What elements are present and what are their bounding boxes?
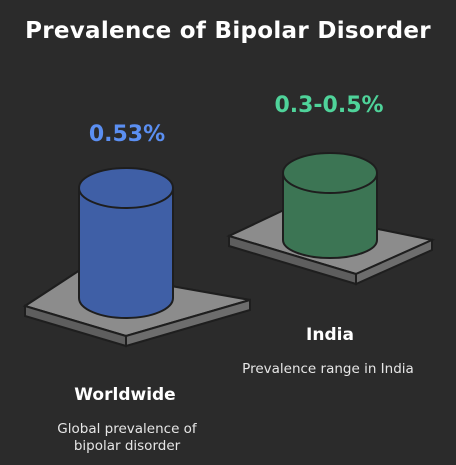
india-label: India <box>306 325 354 345</box>
worldwide-cylinder <box>78 167 174 319</box>
india-description: Prevalence range in India <box>242 361 414 377</box>
india-value: 0.3-0.5% <box>274 93 384 118</box>
india-cylinder <box>282 152 378 259</box>
worldwide-label: Worldwide <box>74 385 176 405</box>
diagram-title: Prevalence of Bipolar Disorder <box>25 18 431 44</box>
worldwide-value: 0.53% <box>88 122 166 147</box>
worldwide-description: Global prevalence of bipolar disorder <box>57 421 197 454</box>
